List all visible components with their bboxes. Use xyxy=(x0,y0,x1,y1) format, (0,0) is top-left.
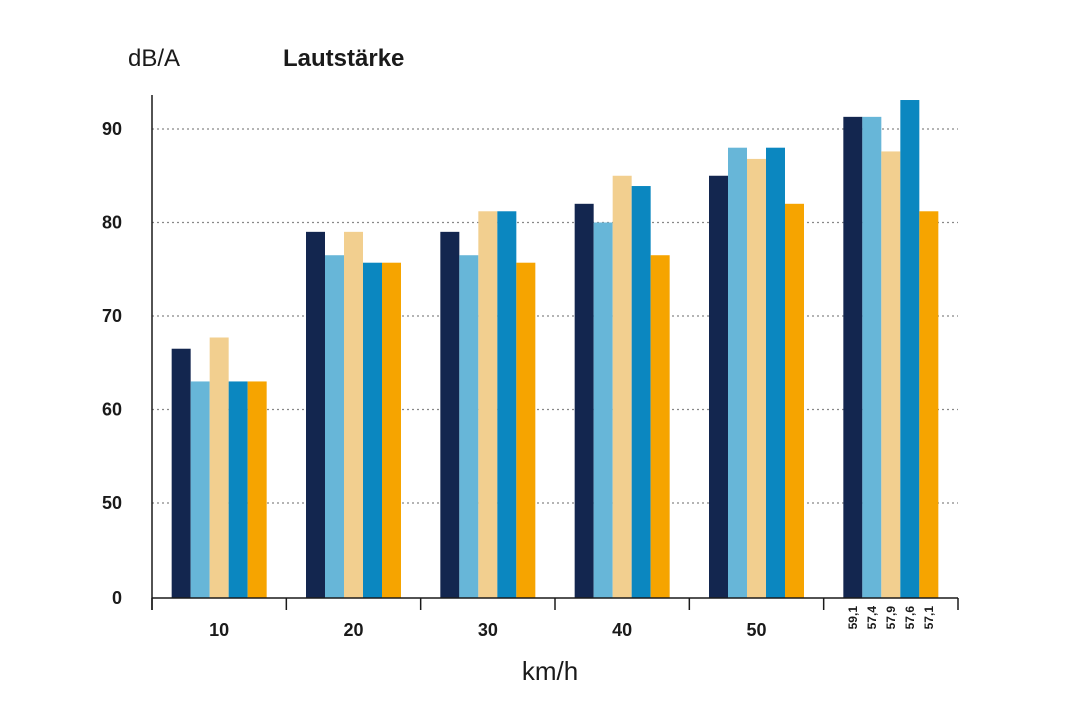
x-sub-label: 57,1 xyxy=(922,606,936,630)
bar xyxy=(440,231,460,598)
x-tick-label: 30 xyxy=(478,620,498,640)
bar xyxy=(881,151,901,598)
bar xyxy=(478,211,498,598)
bar xyxy=(190,381,210,598)
x-sub-label: 57,4 xyxy=(865,606,879,630)
y-tick-label: 50 xyxy=(102,493,122,513)
bar xyxy=(593,222,613,598)
bar xyxy=(612,175,632,598)
y-tick-label: 70 xyxy=(102,306,122,326)
bar xyxy=(228,381,248,598)
bar xyxy=(785,203,804,599)
axes xyxy=(151,95,959,610)
bar xyxy=(516,262,536,598)
bar xyxy=(363,262,382,598)
x-tick-label: 10 xyxy=(209,620,229,640)
y-tick-label: 0 xyxy=(112,588,122,608)
x-sub-label: 59,1 xyxy=(846,606,860,630)
bars xyxy=(171,100,939,599)
bar xyxy=(247,381,267,598)
bar xyxy=(171,348,191,598)
x-sub-label: 57,9 xyxy=(884,606,898,630)
bar xyxy=(766,147,785,598)
bar xyxy=(497,211,517,598)
x-axis-label: km/h xyxy=(522,656,578,686)
y-tick-label: 80 xyxy=(102,213,122,233)
bar xyxy=(862,116,882,598)
bar xyxy=(919,211,939,598)
bar xyxy=(728,147,747,598)
x-tick-label: 40 xyxy=(612,620,632,640)
bar xyxy=(459,255,479,598)
bar xyxy=(709,175,728,598)
x-sub-label: 57,6 xyxy=(903,606,917,630)
tick-labels: 0 50 60 70 80 90 10 20 30 40 50 59,1 57,4 57,9 57,6 57,… xyxy=(102,119,936,640)
bar xyxy=(325,255,344,598)
grid-lines xyxy=(152,128,958,504)
bar xyxy=(306,231,325,598)
chart-title: Lautstärke xyxy=(283,45,404,72)
x-tick-label: 50 xyxy=(746,620,766,640)
bar xyxy=(344,231,363,598)
bar xyxy=(209,337,229,598)
y-tick-label: 90 xyxy=(102,119,122,139)
y-tick-label: 60 xyxy=(102,400,122,420)
bar xyxy=(747,158,766,599)
bar xyxy=(900,100,920,598)
x-tick-label: 20 xyxy=(343,620,363,640)
bar xyxy=(631,186,651,598)
bar xyxy=(843,116,863,598)
y-axis-label: dB/A xyxy=(128,45,180,72)
bar xyxy=(650,255,670,598)
bar xyxy=(382,262,401,598)
bar xyxy=(574,203,594,599)
